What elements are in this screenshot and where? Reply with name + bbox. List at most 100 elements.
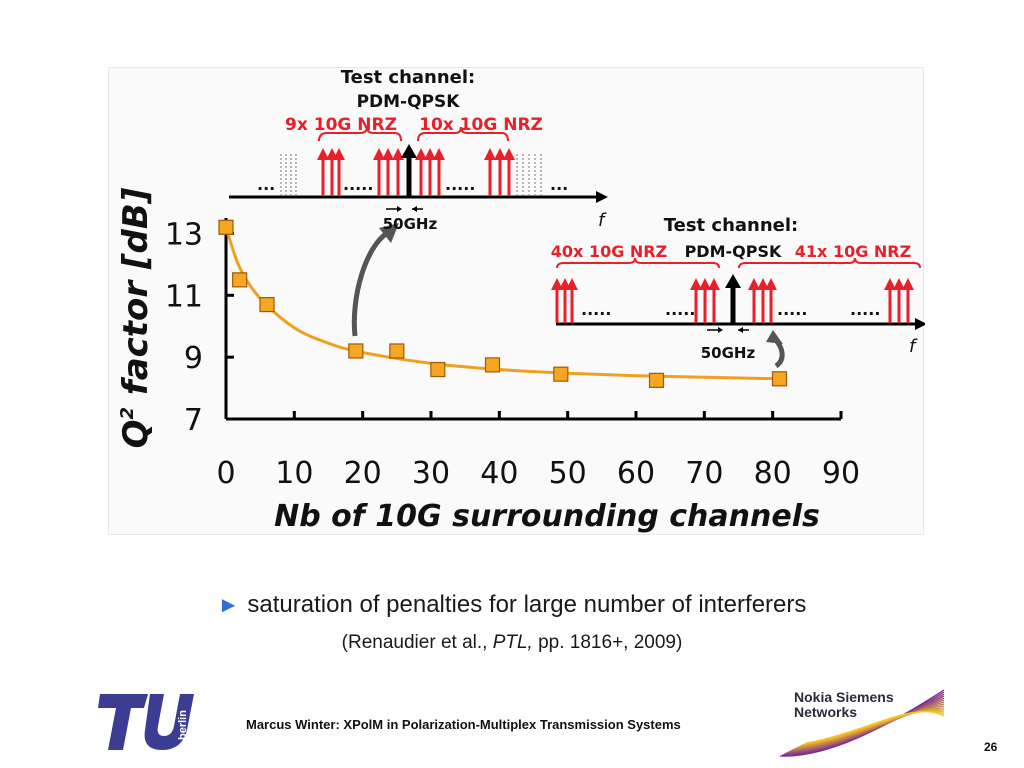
inset-top-dots-2: ..... (343, 175, 373, 194)
page-number: 26 (984, 740, 998, 754)
arrow-head-bottom (766, 330, 783, 344)
nsn-wave-graphic (779, 689, 945, 757)
carrier-arrow-head (765, 278, 777, 290)
carrier-arrow-head (433, 148, 445, 160)
inset-top-spectrum: Test channel: PDM-QPSK 9x 10G NRZ 10x 10… (229, 68, 608, 233)
data-point (553, 366, 569, 382)
inset-top-title-line2: PDM-QPSK (357, 92, 461, 112)
inset-top-axis-label: f (598, 210, 607, 231)
nsn-logo: Nokia Siemens Networks (779, 689, 945, 757)
inset-top-carriers (317, 148, 515, 196)
plot-axes (224, 218, 841, 421)
carrier-arrow-head (392, 148, 404, 160)
bullet-statement: ► saturation of penalties for large numbe… (0, 591, 1024, 619)
inset-top-dots-3: ..... (445, 175, 475, 194)
inset-top-test-channel-head (401, 144, 417, 158)
nsn-logo-line2: Networks (794, 704, 857, 720)
carrier-arrow-head (757, 278, 769, 290)
data-point (389, 343, 405, 359)
x-tick-label: 40 (480, 456, 518, 491)
inset-top-right-label: 10x 10G NRZ (419, 115, 543, 135)
inset-bottom-spectrum: Test channel: 40x 10G NRZ PDM-QPSK 41x 1… (551, 215, 925, 362)
inset-bottom-dots-3: ..... (777, 300, 807, 319)
data-point (348, 343, 364, 359)
inset-bottom-spacing-label: 50GHz (701, 344, 756, 362)
inset-bottom-dots-1: ..... (581, 300, 611, 319)
carrier-arrow-head (373, 148, 385, 160)
y-tick-label: 9 (184, 341, 203, 376)
nsn-wave-line (805, 711, 945, 744)
x-tick-label: 30 (412, 456, 450, 491)
x-tick-label: 60 (617, 456, 655, 491)
carrier-arrow-head (424, 148, 436, 160)
inset-bottom-right-label: 41x 10G NRZ (795, 242, 911, 261)
data-point (232, 272, 248, 288)
y-axis-label: Q2 factor [dB] (116, 187, 156, 448)
y-tick-label: 11 (165, 279, 203, 314)
reference-suffix: pp. 1816+, 2009) (532, 632, 683, 653)
x-tick-label: 70 (685, 456, 723, 491)
inset-bottom-title: Test channel: (664, 215, 799, 236)
reference-line: (Renaudier et al., PTL, pp. 1816+, 2009) (0, 632, 1024, 654)
footer-title: Marcus Winter: XPolM in Polarization-Mul… (246, 717, 681, 732)
inset-bottom-axis-arrow (915, 318, 925, 330)
carrier-arrow-head (494, 148, 506, 160)
x-axis-label: Nb of 10G surrounding channels (274, 499, 820, 534)
inset-top-title-line1: Test channel: (341, 68, 476, 88)
carrier-arrow-head (551, 278, 563, 290)
arrow-to-top-inset (351, 230, 389, 337)
tu-berlin-logo: berlin (98, 694, 194, 750)
inset-top-right-brace (417, 126, 509, 142)
carrier-arrow-head (902, 278, 914, 290)
data-point (259, 296, 275, 313)
carrier-arrow-head (333, 148, 345, 160)
data-point (648, 372, 665, 388)
inset-top-dotted-lines (280, 154, 542, 196)
inset-top-dots-4: ... (550, 175, 568, 194)
carrier-arrow-head (566, 278, 578, 290)
figure-panel: 0 10 20 30 40 50 60 70 80 90 7 9 11 13 Q2 factor [dB… (108, 67, 925, 535)
y-tick-label: 7 (184, 403, 203, 438)
reference-journal: PTL, (492, 632, 533, 653)
data-point (430, 361, 446, 378)
data-point (484, 357, 501, 373)
carrier-arrow-head (382, 148, 394, 160)
inset-top-left-label: 9x 10G NRZ (285, 115, 397, 135)
y-ticks: 7 9 11 13 (165, 217, 234, 438)
carrier-arrow-head (884, 278, 896, 290)
bullet-text: saturation of penalties for large number… (247, 591, 807, 618)
inset-bottom-left-brace (556, 257, 720, 269)
inset-bottom-center-label: PDM-QPSK (685, 242, 782, 261)
x-tick-label: 90 (822, 456, 860, 491)
inset-top-axis-arrow (596, 191, 608, 203)
carrier-arrow-head (699, 278, 711, 290)
nsn-logo-line1: Nokia Siemens (794, 689, 894, 705)
carrier-arrow-head (415, 148, 427, 160)
arrow-head-top (379, 223, 399, 243)
data-point (771, 371, 788, 387)
x-tick-label: 10 (275, 456, 313, 491)
inset-bottom-right-brace (738, 257, 921, 269)
reference-prefix: (Renaudier et al., (341, 632, 493, 653)
inset-top-spacing-label: 50GHz (383, 215, 438, 233)
x-tick-label: 80 (754, 456, 792, 491)
x-tick-label: 0 (216, 456, 235, 491)
x-tick-label: 20 (344, 456, 382, 491)
carrier-arrow-head (708, 278, 720, 290)
triangle-bullet-icon: ► (217, 592, 240, 617)
inset-bottom-test-channel-head (725, 274, 741, 288)
x-tick-label: 50 (549, 456, 587, 491)
x-ticks: 0 10 20 30 40 50 60 70 80 90 (216, 411, 860, 491)
carrier-arrow-head (503, 148, 515, 160)
y-tick-label: 13 (165, 217, 203, 252)
carrier-arrow-head (317, 148, 329, 160)
data-point (218, 219, 234, 235)
inset-top-dots-1: ... (257, 175, 275, 194)
inset-bottom-dots-2: ..... (665, 300, 695, 319)
carrier-arrow-head (690, 278, 702, 290)
carrier-arrow-head (893, 278, 905, 290)
inset-bottom-dots-4: ..... (850, 300, 880, 319)
inset-bottom-left-label: 40x 10G NRZ (551, 242, 667, 261)
tu-logo-text: berlin (177, 710, 189, 740)
carrier-arrow-head (748, 278, 760, 290)
